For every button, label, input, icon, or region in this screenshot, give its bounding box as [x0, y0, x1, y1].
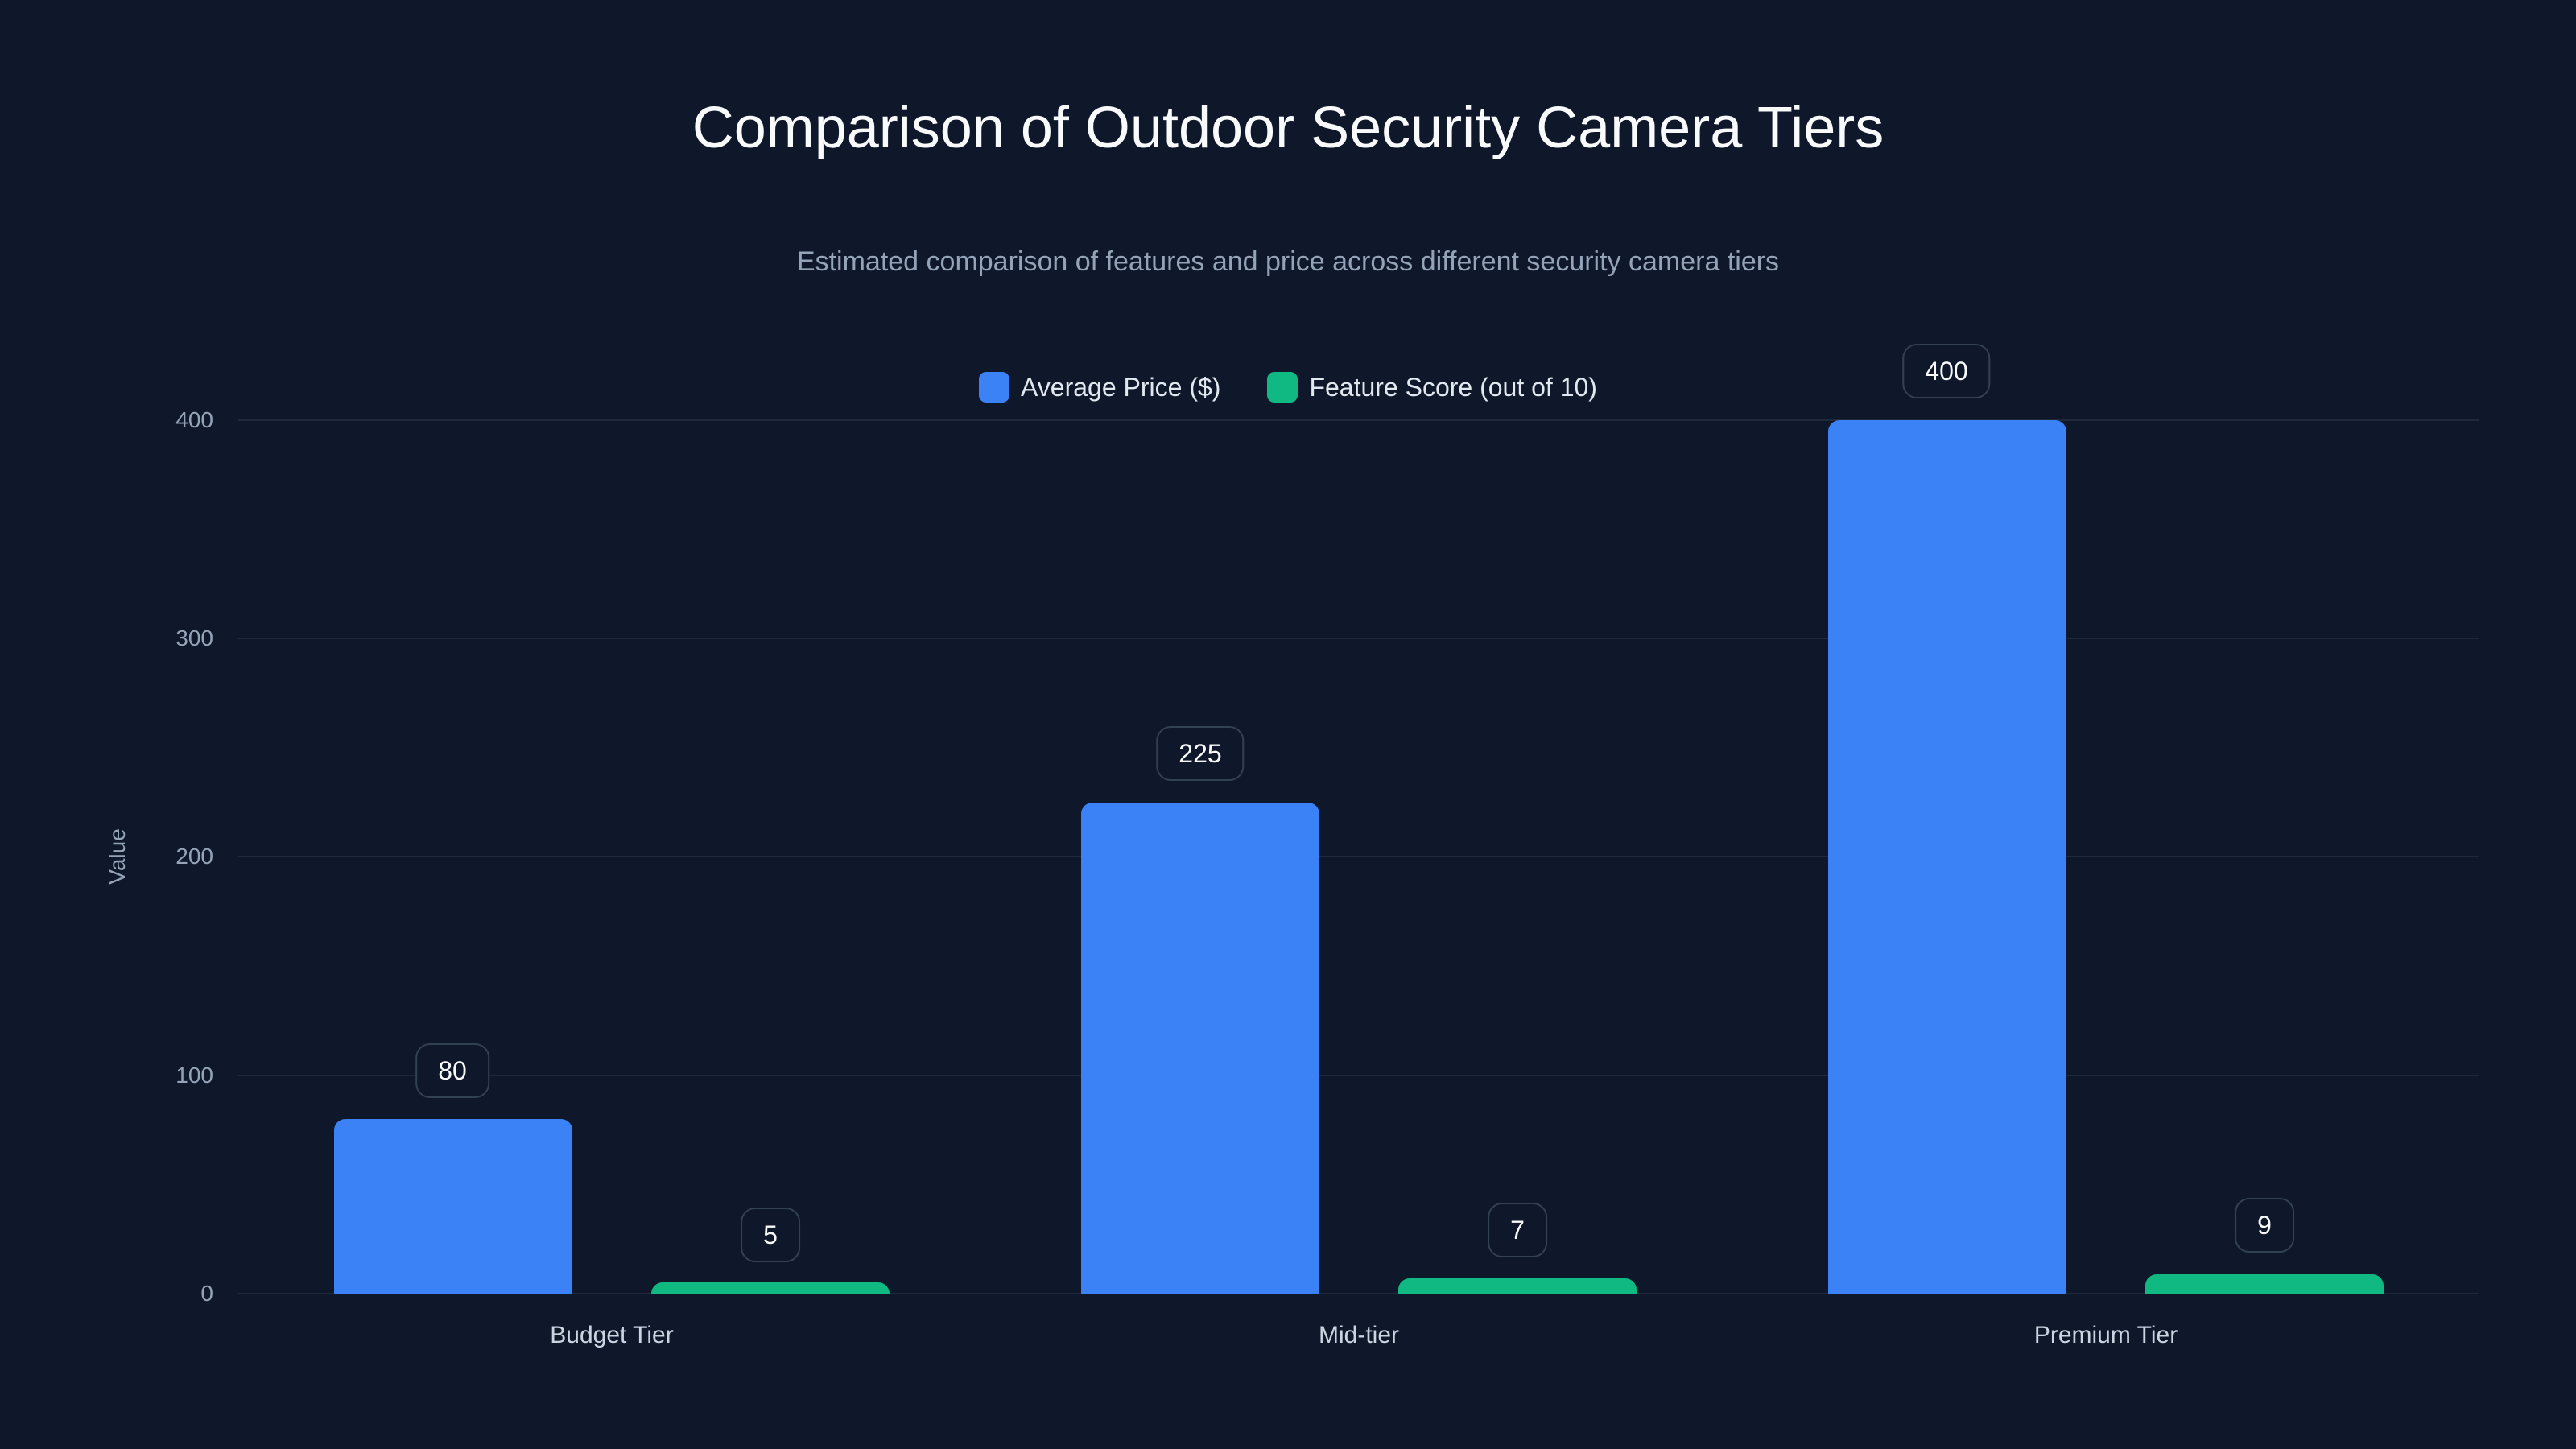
- legend-label: Feature Score (out of 10): [1309, 372, 1597, 402]
- bar-premium-score[interactable]: [2145, 1274, 2384, 1294]
- data-label-premium-price: 400: [1902, 344, 1991, 398]
- data-label-budget-score: 5: [741, 1208, 800, 1262]
- y-tick-400: 400: [175, 407, 213, 432]
- y-tick-100: 100: [175, 1063, 213, 1088]
- data-label-mid-score: 7: [1488, 1203, 1547, 1257]
- gridline-200: [238, 856, 2479, 857]
- data-label-budget-price: 80: [415, 1043, 489, 1098]
- x-tick-mid-tier: Mid-tier: [1318, 1322, 1400, 1348]
- y-tick-200: 200: [175, 844, 213, 869]
- bar-budget-score[interactable]: [651, 1282, 890, 1294]
- legend-label: Average Price ($): [1021, 372, 1221, 402]
- chart-title: Comparison of Outdoor Security Camera Ti…: [691, 96, 1885, 160]
- x-axis-baseline: [238, 1293, 2479, 1294]
- y-tick-0: 0: [200, 1281, 213, 1306]
- legend-item-average-price[interactable]: Average Price ($): [979, 372, 1220, 402]
- data-label-mid-price: 225: [1156, 726, 1245, 781]
- legend-swatch-blue-icon: [979, 372, 1010, 402]
- y-tick-300: 300: [175, 625, 213, 650]
- x-tick-budget-tier: Budget Tier: [550, 1322, 674, 1348]
- data-label-premium-score: 9: [2235, 1198, 2294, 1253]
- bar-mid-price[interactable]: [1081, 803, 1319, 1294]
- gridline-300: [238, 638, 2479, 639]
- bar-mid-score[interactable]: [1398, 1278, 1637, 1294]
- bar-premium-price[interactable]: [1828, 420, 2066, 1294]
- gridline-400: [238, 419, 2479, 421]
- chart-subtitle: Estimated comparison of features and pri…: [796, 246, 1780, 277]
- bar-budget-price[interactable]: [334, 1119, 572, 1294]
- gridline-100: [238, 1075, 2479, 1076]
- legend-item-feature-score[interactable]: Feature Score (out of 10): [1267, 372, 1597, 402]
- legend-swatch-green-icon: [1267, 372, 1298, 402]
- x-tick-premium-tier: Premium Tier: [2033, 1322, 2178, 1348]
- legend: Average Price ($) Feature Score (out of …: [0, 372, 2576, 402]
